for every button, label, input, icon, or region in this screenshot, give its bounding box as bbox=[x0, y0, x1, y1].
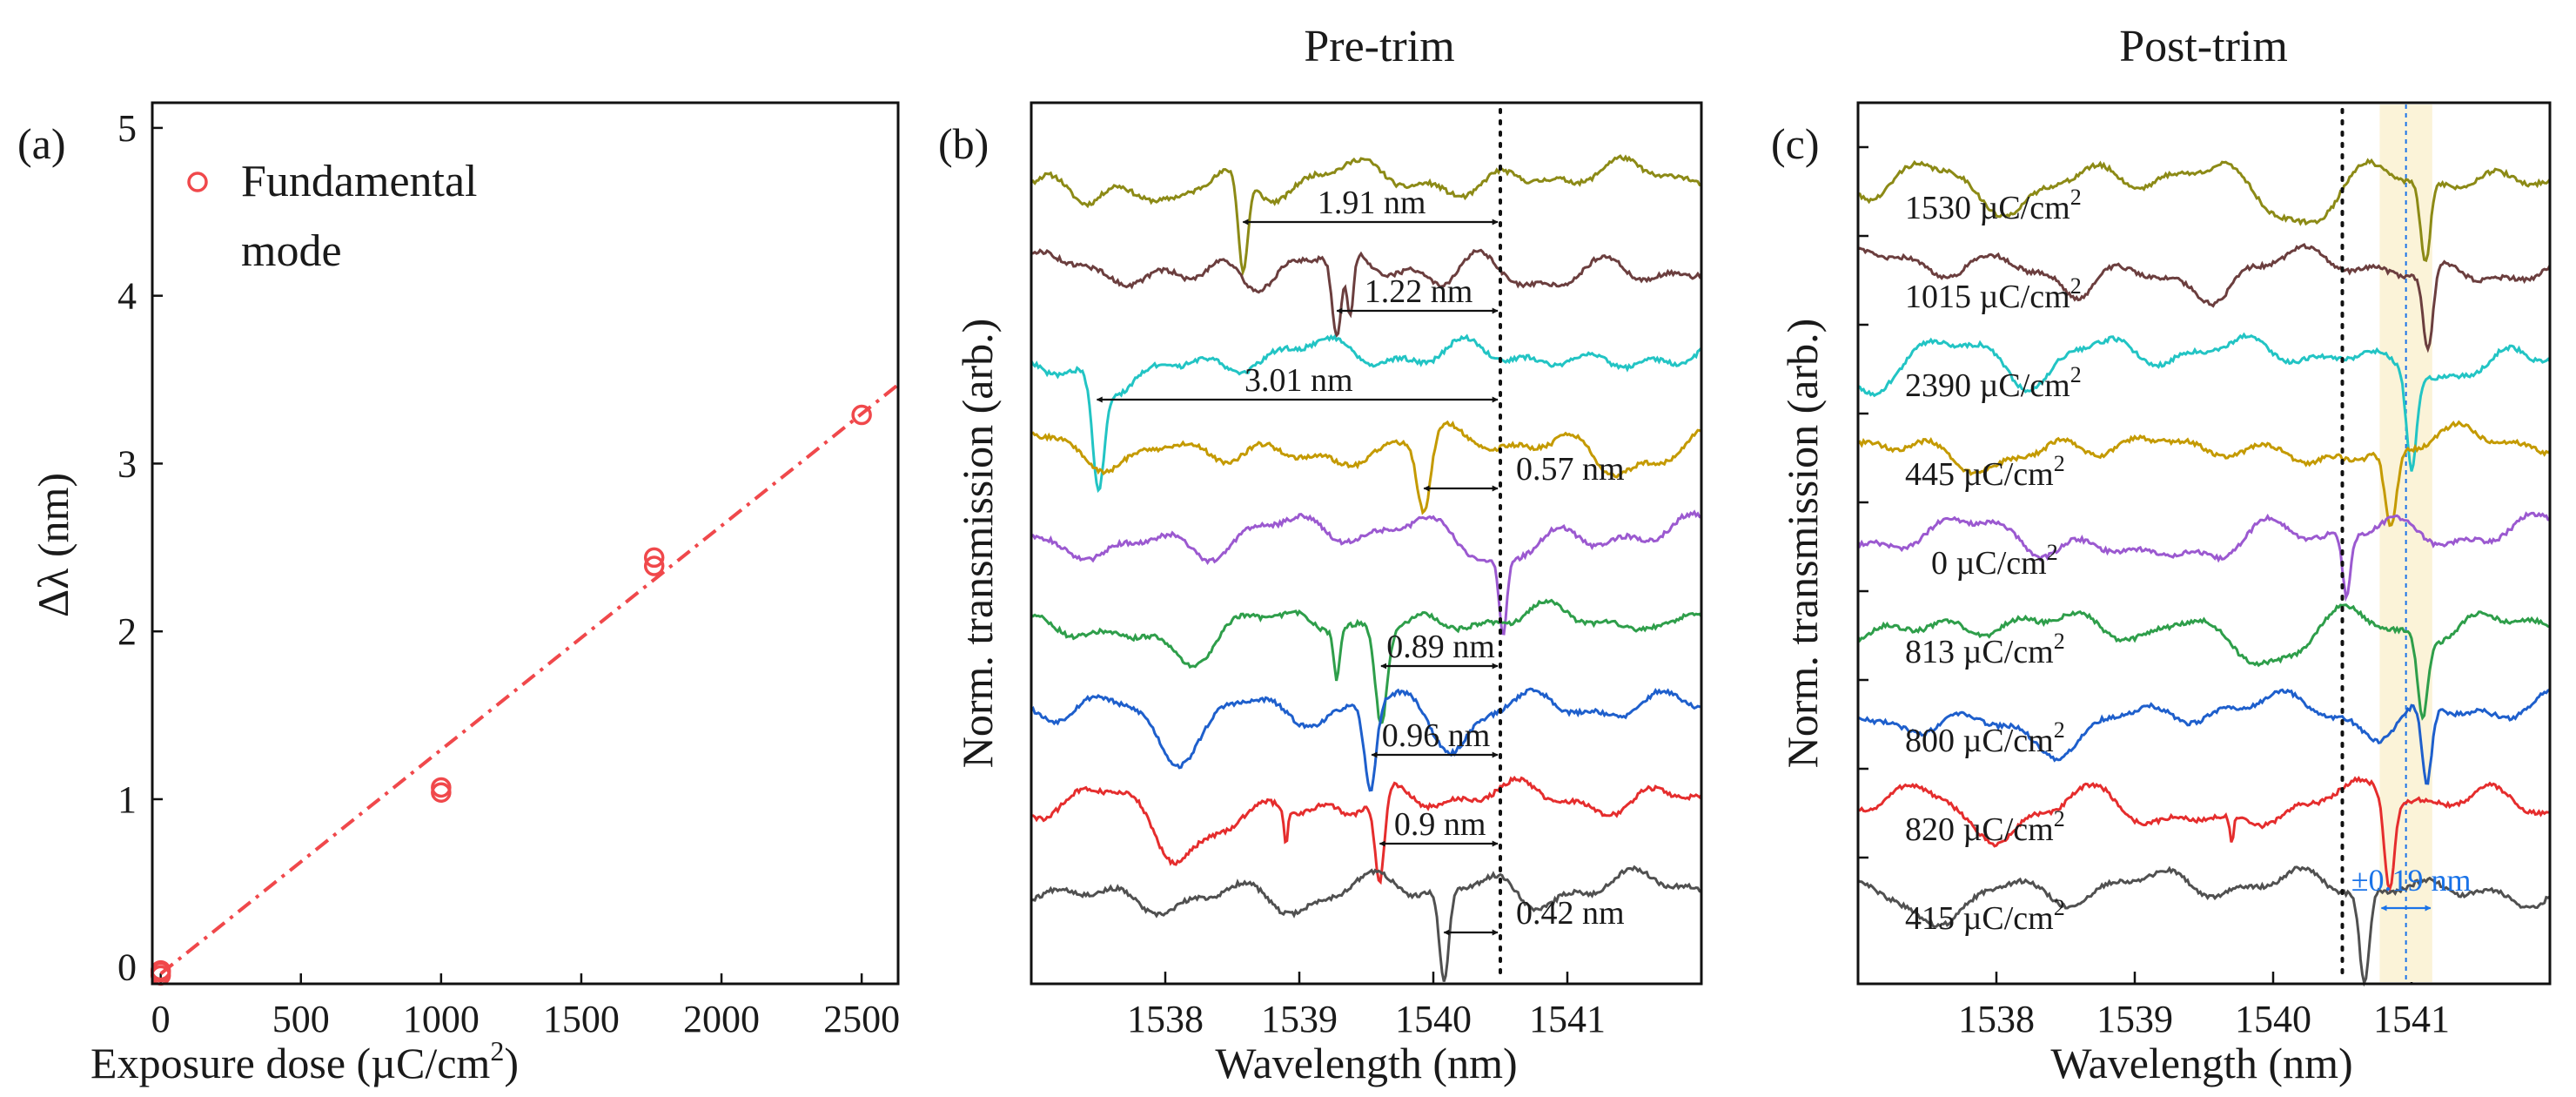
dose-label: 813 µC/cm2 bbox=[1905, 629, 2065, 670]
transmission-spectrum bbox=[1856, 511, 2551, 602]
panel-c: 1538 1539 1540 1541 1530 µC/cm2 1015 µC/cm2 23… bbox=[1771, 22, 2552, 1087]
tolerance-label: ±0.19 nm bbox=[2351, 863, 2472, 898]
x-tick-label: 0 bbox=[151, 998, 171, 1040]
x-tick-label: 1000 bbox=[403, 998, 480, 1040]
panel-c-title: Post-trim bbox=[2119, 22, 2288, 71]
data-point bbox=[643, 547, 665, 569]
y-tick-label: 5 bbox=[117, 107, 137, 150]
dose-label: 820 µC/cm2 bbox=[1905, 806, 2065, 848]
transmission-spectrum bbox=[1030, 509, 1702, 636]
dose-label: 415 µC/cm2 bbox=[1905, 895, 2065, 937]
panel-c-ylabel: Norm. transmission (arb.) bbox=[1778, 319, 1827, 769]
shift-label: 1.22 nm bbox=[1365, 273, 1473, 310]
dose-label: 800 µC/cm2 bbox=[1905, 717, 2065, 759]
x-tick-label: 1540 bbox=[1395, 998, 1472, 1040]
shift-label: 0.42 nm bbox=[1516, 895, 1625, 932]
panel-a: 0 500 1000 1500 2000 2500 0 1 2 3 4 5 (a) Exposure … bbox=[17, 101, 900, 1087]
shift-label: 0.89 nm bbox=[1386, 629, 1495, 665]
transmission-spectrum bbox=[1030, 687, 1702, 792]
panel-b-title: Pre-trim bbox=[1304, 22, 1454, 71]
panel-c-xlabel: Wavelength (nm) bbox=[2050, 1039, 2352, 1087]
panel-c-frame bbox=[1856, 101, 2552, 986]
shift-label: 1.91 nm bbox=[1318, 185, 1426, 221]
panel-c-label: (c) bbox=[1771, 119, 1820, 168]
transmission-spectrum bbox=[1857, 420, 2551, 528]
x-tick-label: 2000 bbox=[683, 998, 760, 1040]
transmission-spectrum bbox=[1857, 688, 2551, 785]
data-point bbox=[851, 404, 872, 426]
shift-label: 0.9 nm bbox=[1394, 806, 1486, 843]
transmission-spectrum bbox=[1030, 154, 1702, 277]
transmission-spectrum bbox=[1030, 598, 1703, 725]
legend-marker bbox=[187, 172, 208, 192]
legend-label-line2: mode bbox=[241, 226, 342, 276]
y-tick-label: 1 bbox=[117, 778, 137, 821]
fit-line bbox=[159, 383, 900, 975]
x-tick-label: 1539 bbox=[2096, 998, 2173, 1040]
y-tick-label: 2 bbox=[117, 610, 137, 653]
panel-b-frame bbox=[1030, 101, 1703, 986]
shift-label: 0.96 nm bbox=[1382, 717, 1491, 754]
dose-label: 1530 µC/cm2 bbox=[1905, 185, 2082, 226]
data-point bbox=[431, 777, 452, 798]
panel-a-label: (a) bbox=[17, 119, 66, 168]
transmission-spectrum bbox=[1857, 865, 2551, 987]
panel-a-ylabel: Δλ (nm) bbox=[29, 473, 77, 617]
dose-label: 2390 µC/cm2 bbox=[1905, 362, 2082, 404]
transmission-spectrum bbox=[1030, 420, 1702, 515]
y-tick-label: 0 bbox=[117, 946, 137, 989]
panel-b-xlabel: Wavelength (nm) bbox=[1215, 1039, 1517, 1087]
x-tick-label: 1538 bbox=[1958, 998, 2035, 1040]
data-point bbox=[643, 555, 665, 576]
transmission-spectrum bbox=[1856, 603, 2551, 721]
transmission-spectrum bbox=[1857, 158, 2552, 263]
x-tick-label: 1538 bbox=[1127, 998, 1204, 1040]
x-tick-label: 500 bbox=[272, 998, 330, 1040]
x-tick-label: 2500 bbox=[823, 998, 900, 1040]
x-tick-label: 1540 bbox=[2235, 998, 2311, 1040]
x-tick-label: 1500 bbox=[543, 998, 620, 1040]
y-tick-label: 3 bbox=[117, 442, 137, 485]
transmission-spectrum bbox=[1030, 775, 1703, 885]
panel-b: 1538 1539 1540 1541 1.91 nm 1.22 nm 3.01 nm 0.5… bbox=[938, 22, 1703, 1087]
transmission-spectrum bbox=[1030, 248, 1703, 339]
transmission-spectrum bbox=[1857, 242, 2552, 353]
dose-label: 0 µC/cm2 bbox=[1931, 540, 2058, 582]
dose-label: 1015 µC/cm2 bbox=[1905, 273, 2082, 315]
panel-b-label: (b) bbox=[938, 119, 989, 168]
transmission-spectrum bbox=[1857, 332, 2552, 472]
y-tick-label: 4 bbox=[117, 275, 137, 318]
panel-b-ylabel: Norm. transmission (arb.) bbox=[953, 319, 1002, 769]
panel-a-frame bbox=[151, 101, 900, 986]
transmission-spectrum bbox=[1857, 776, 2550, 893]
x-tick-label: 1539 bbox=[1261, 998, 1338, 1040]
transmission-spectrum bbox=[1030, 865, 1702, 982]
legend-label-line1: Fundamental bbox=[241, 157, 478, 206]
transmission-spectrum bbox=[1030, 333, 1703, 494]
panel-a-xlabel: Exposure dose (µC/cm2) bbox=[91, 1035, 519, 1087]
x-tick-label: 1541 bbox=[1529, 998, 1606, 1040]
shift-label: 3.01 nm bbox=[1244, 362, 1353, 399]
shift-label: 0.57 nm bbox=[1516, 451, 1625, 488]
x-tick-label: 1541 bbox=[2373, 998, 2450, 1040]
dose-label: 445 µC/cm2 bbox=[1905, 451, 2065, 493]
